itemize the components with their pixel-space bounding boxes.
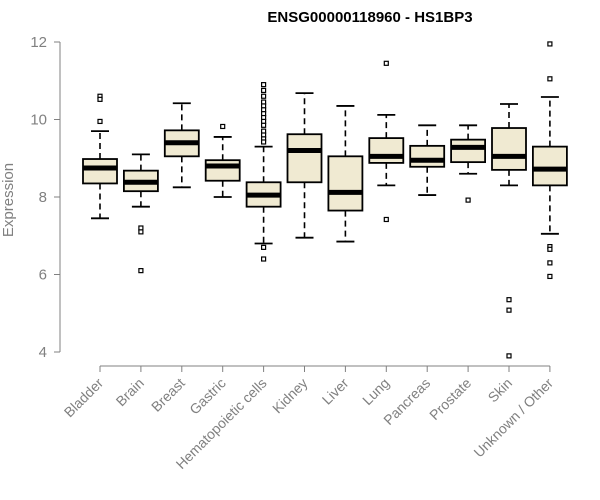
box-bladder xyxy=(82,93,118,220)
outlier-point xyxy=(547,76,553,82)
outlier-point xyxy=(97,118,103,125)
outlier-point xyxy=(383,216,389,223)
outlier-point xyxy=(261,122,267,128)
x-tick-label: Liver xyxy=(319,375,352,408)
outlier-point xyxy=(261,256,267,262)
y-axis-label: Expression xyxy=(0,163,17,237)
outlier-point xyxy=(547,246,553,252)
outlier-point xyxy=(261,139,267,145)
outlier-point xyxy=(261,82,267,88)
y-tick-label: 8 xyxy=(39,189,47,206)
box-prostate xyxy=(450,124,487,203)
outlier-point xyxy=(547,273,553,280)
box-lung xyxy=(368,60,405,223)
y-tick-label: 10 xyxy=(30,112,47,129)
outlier-point xyxy=(465,197,471,203)
y-tick-label: 12 xyxy=(30,34,47,51)
box-brain xyxy=(123,153,159,274)
x-tick-label: Brain xyxy=(113,375,147,409)
box-unknown-other xyxy=(532,41,568,280)
y-axis: 4 6 8 10 12 xyxy=(30,34,61,361)
outlier-point xyxy=(97,96,103,102)
x-tick-label: Skin xyxy=(485,375,516,406)
box-kidney xyxy=(286,92,323,239)
boxes-group xyxy=(82,41,568,359)
box-gastric xyxy=(204,123,241,198)
outlier-point xyxy=(547,41,553,47)
iqr-box xyxy=(532,145,568,187)
iqr-box xyxy=(491,127,527,171)
box-hematopoietic-cells xyxy=(245,82,282,262)
outlier-point xyxy=(220,123,226,130)
iqr-box xyxy=(409,144,446,168)
box-breast xyxy=(163,102,200,189)
box-liver xyxy=(327,105,364,243)
outlier-point xyxy=(383,60,389,66)
outlier-point xyxy=(138,229,144,235)
outlier-point xyxy=(261,244,267,250)
outlier-point xyxy=(261,87,267,94)
x-tick-label: Prostate xyxy=(426,375,474,423)
iqr-box xyxy=(327,155,364,212)
iqr-box xyxy=(286,133,323,184)
x-tick-label: Lung xyxy=(359,375,392,408)
y-tick-label: 4 xyxy=(39,344,47,361)
x-tick-label: Bladder xyxy=(61,375,107,421)
outlier-point xyxy=(506,297,512,303)
outlier-point xyxy=(138,268,144,274)
x-tick-label: Kidney xyxy=(269,375,311,417)
outlier-point xyxy=(506,353,512,359)
y-tick-label: 6 xyxy=(39,267,47,284)
iqr-box xyxy=(450,138,487,164)
iqr-box xyxy=(204,159,241,182)
box-pancreas xyxy=(409,124,446,196)
chart-title: ENSG00000118960 - HS1BP3 xyxy=(267,9,472,26)
iqr-box xyxy=(82,158,118,185)
box-skin xyxy=(491,103,527,359)
iqr-box xyxy=(368,137,405,164)
outlier-point xyxy=(506,307,512,313)
outlier-point xyxy=(547,260,553,266)
outlier-point xyxy=(261,93,267,99)
x-tick-label: Breast xyxy=(148,375,188,415)
